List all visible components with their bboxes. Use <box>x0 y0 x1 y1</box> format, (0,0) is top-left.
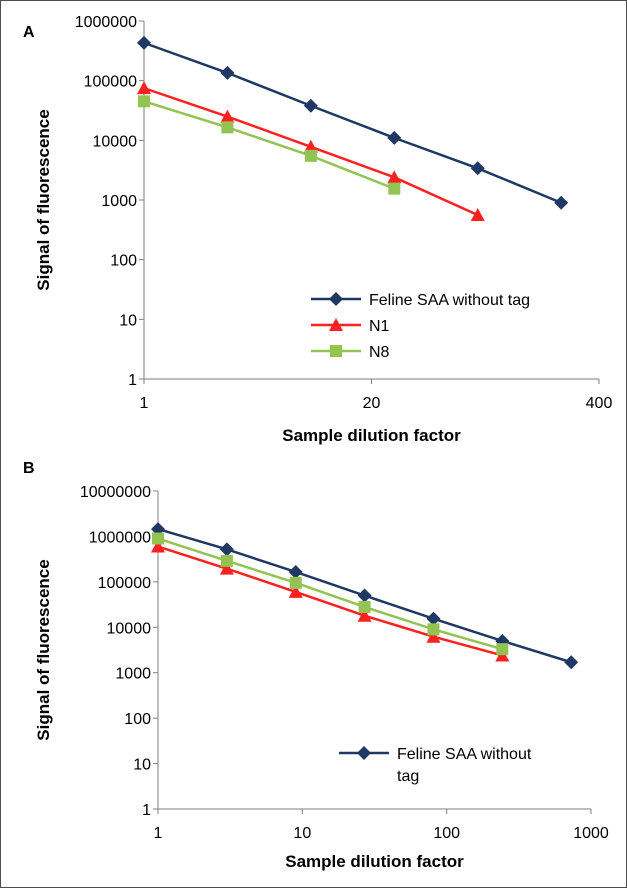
data-point <box>564 655 579 670</box>
series-2 <box>152 532 509 656</box>
data-point <box>137 35 151 50</box>
data-point <box>220 65 235 80</box>
data-point <box>288 584 303 598</box>
y-tick-label: 10000 <box>93 133 138 150</box>
data-point <box>221 121 234 134</box>
data-point <box>220 109 235 123</box>
series-line <box>157 537 503 651</box>
data-point <box>358 600 371 613</box>
legend-label-line: Feline SAA without <box>397 746 532 763</box>
data-point <box>427 623 440 636</box>
legend-entry: N1 <box>311 318 390 335</box>
x-tick-label: 1 <box>140 395 149 412</box>
x-tick-label: 1 <box>154 825 163 842</box>
x-tick-label: 1000 <box>573 825 609 842</box>
y-tick-label: 10 <box>119 312 137 329</box>
legend-entry: Feline SAA without tag <box>339 746 532 785</box>
x-tick-label: 100 <box>433 825 460 842</box>
series-line <box>143 100 395 190</box>
data-point <box>357 608 372 622</box>
data-point <box>470 161 485 176</box>
data-point <box>387 130 402 145</box>
y-tick-label: 1000000 <box>75 14 137 31</box>
y-tick-label: 1 <box>142 802 151 819</box>
data-point <box>219 561 234 575</box>
data-point <box>303 139 318 153</box>
y-axis-title: Signal of fluorescence <box>34 559 53 740</box>
data-point <box>152 532 164 545</box>
panel-label: B <box>23 460 35 477</box>
series-0 <box>137 35 569 210</box>
data-point <box>220 554 233 567</box>
y-tick-label: 10 <box>133 757 151 774</box>
legend-label: N1 <box>369 318 390 335</box>
series-0 <box>151 522 579 670</box>
data-point <box>554 195 569 210</box>
y-tick-label: 1000 <box>101 193 137 210</box>
legend-label: N8 <box>369 344 390 361</box>
data-point <box>303 98 318 113</box>
panel-label: A <box>23 24 35 41</box>
x-tick-label: 10 <box>293 825 311 842</box>
data-point <box>387 170 402 184</box>
data-point <box>288 564 303 579</box>
series-line <box>143 41 562 204</box>
y-tick-label: 1000 <box>115 666 151 683</box>
legend-label: Feline SAA without tag <box>397 746 532 785</box>
x-tick-label: 400 <box>586 395 613 412</box>
data-point <box>426 611 441 626</box>
x-axis-title: Sample dilution factor <box>285 852 464 871</box>
data-point <box>388 182 401 195</box>
data-point <box>357 588 372 603</box>
y-tick-label: 1 <box>128 372 137 389</box>
y-tick-label: 1000000 <box>89 529 151 546</box>
data-point <box>151 539 165 553</box>
series-line <box>157 545 503 657</box>
chart-panel-a: A 1 10 100 1000 10000 100000 1000000 1 20 400 Sampl… <box>23 14 612 445</box>
y-tick-label: 100 <box>110 253 137 270</box>
data-point <box>138 95 150 108</box>
y-tick-label: 10000 <box>107 620 152 637</box>
series-1 <box>137 81 485 222</box>
data-point <box>219 542 234 557</box>
y-tick-label: 100 <box>124 711 151 728</box>
legend-entry: N8 <box>311 344 390 361</box>
series-1 <box>151 539 510 662</box>
data-point <box>289 576 302 589</box>
x-tick-label: 20 <box>363 395 381 412</box>
series-2 <box>138 95 401 195</box>
x-axis-title: Sample dilution factor <box>282 426 461 445</box>
legend-marker <box>329 318 343 331</box>
chart-panel-b: B 1 10 100 1000 10000 100000 1000000 10000000 1 10… <box>23 460 609 871</box>
data-point <box>304 149 317 162</box>
y-axis-title: Signal of fluorescence <box>34 109 53 290</box>
legend-entry: Feline SAA without tag <box>311 292 530 309</box>
legend-marker <box>329 292 343 306</box>
y-tick-label: 100000 <box>84 74 137 91</box>
data-point <box>137 81 151 95</box>
y-tick-label: 100000 <box>98 575 151 592</box>
data-point <box>426 629 441 643</box>
legend-marker <box>357 746 371 760</box>
legend-marker <box>330 345 342 357</box>
y-tick-label: 10000000 <box>80 484 151 501</box>
data-point <box>470 208 485 222</box>
data-point <box>496 643 509 656</box>
legend-label: Feline SAA without tag <box>369 292 530 309</box>
legend-label-line: tag <box>397 768 419 785</box>
